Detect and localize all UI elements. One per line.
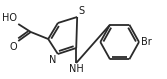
Text: HO: HO [2, 13, 17, 23]
Text: N: N [49, 55, 56, 65]
Text: O: O [10, 42, 17, 52]
Text: S: S [78, 6, 84, 16]
Text: Br: Br [141, 37, 152, 47]
Text: NH: NH [69, 64, 84, 74]
